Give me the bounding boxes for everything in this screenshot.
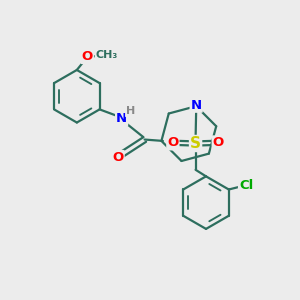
Text: S: S — [190, 136, 201, 151]
Text: N: N — [190, 99, 202, 112]
Text: O: O — [213, 136, 224, 149]
Text: O: O — [112, 151, 124, 164]
Text: Cl: Cl — [239, 179, 253, 192]
Text: O: O — [82, 50, 93, 63]
Text: N: N — [116, 112, 127, 125]
Text: CH₃: CH₃ — [96, 50, 118, 60]
Text: O: O — [167, 136, 178, 149]
Text: H: H — [126, 106, 135, 116]
